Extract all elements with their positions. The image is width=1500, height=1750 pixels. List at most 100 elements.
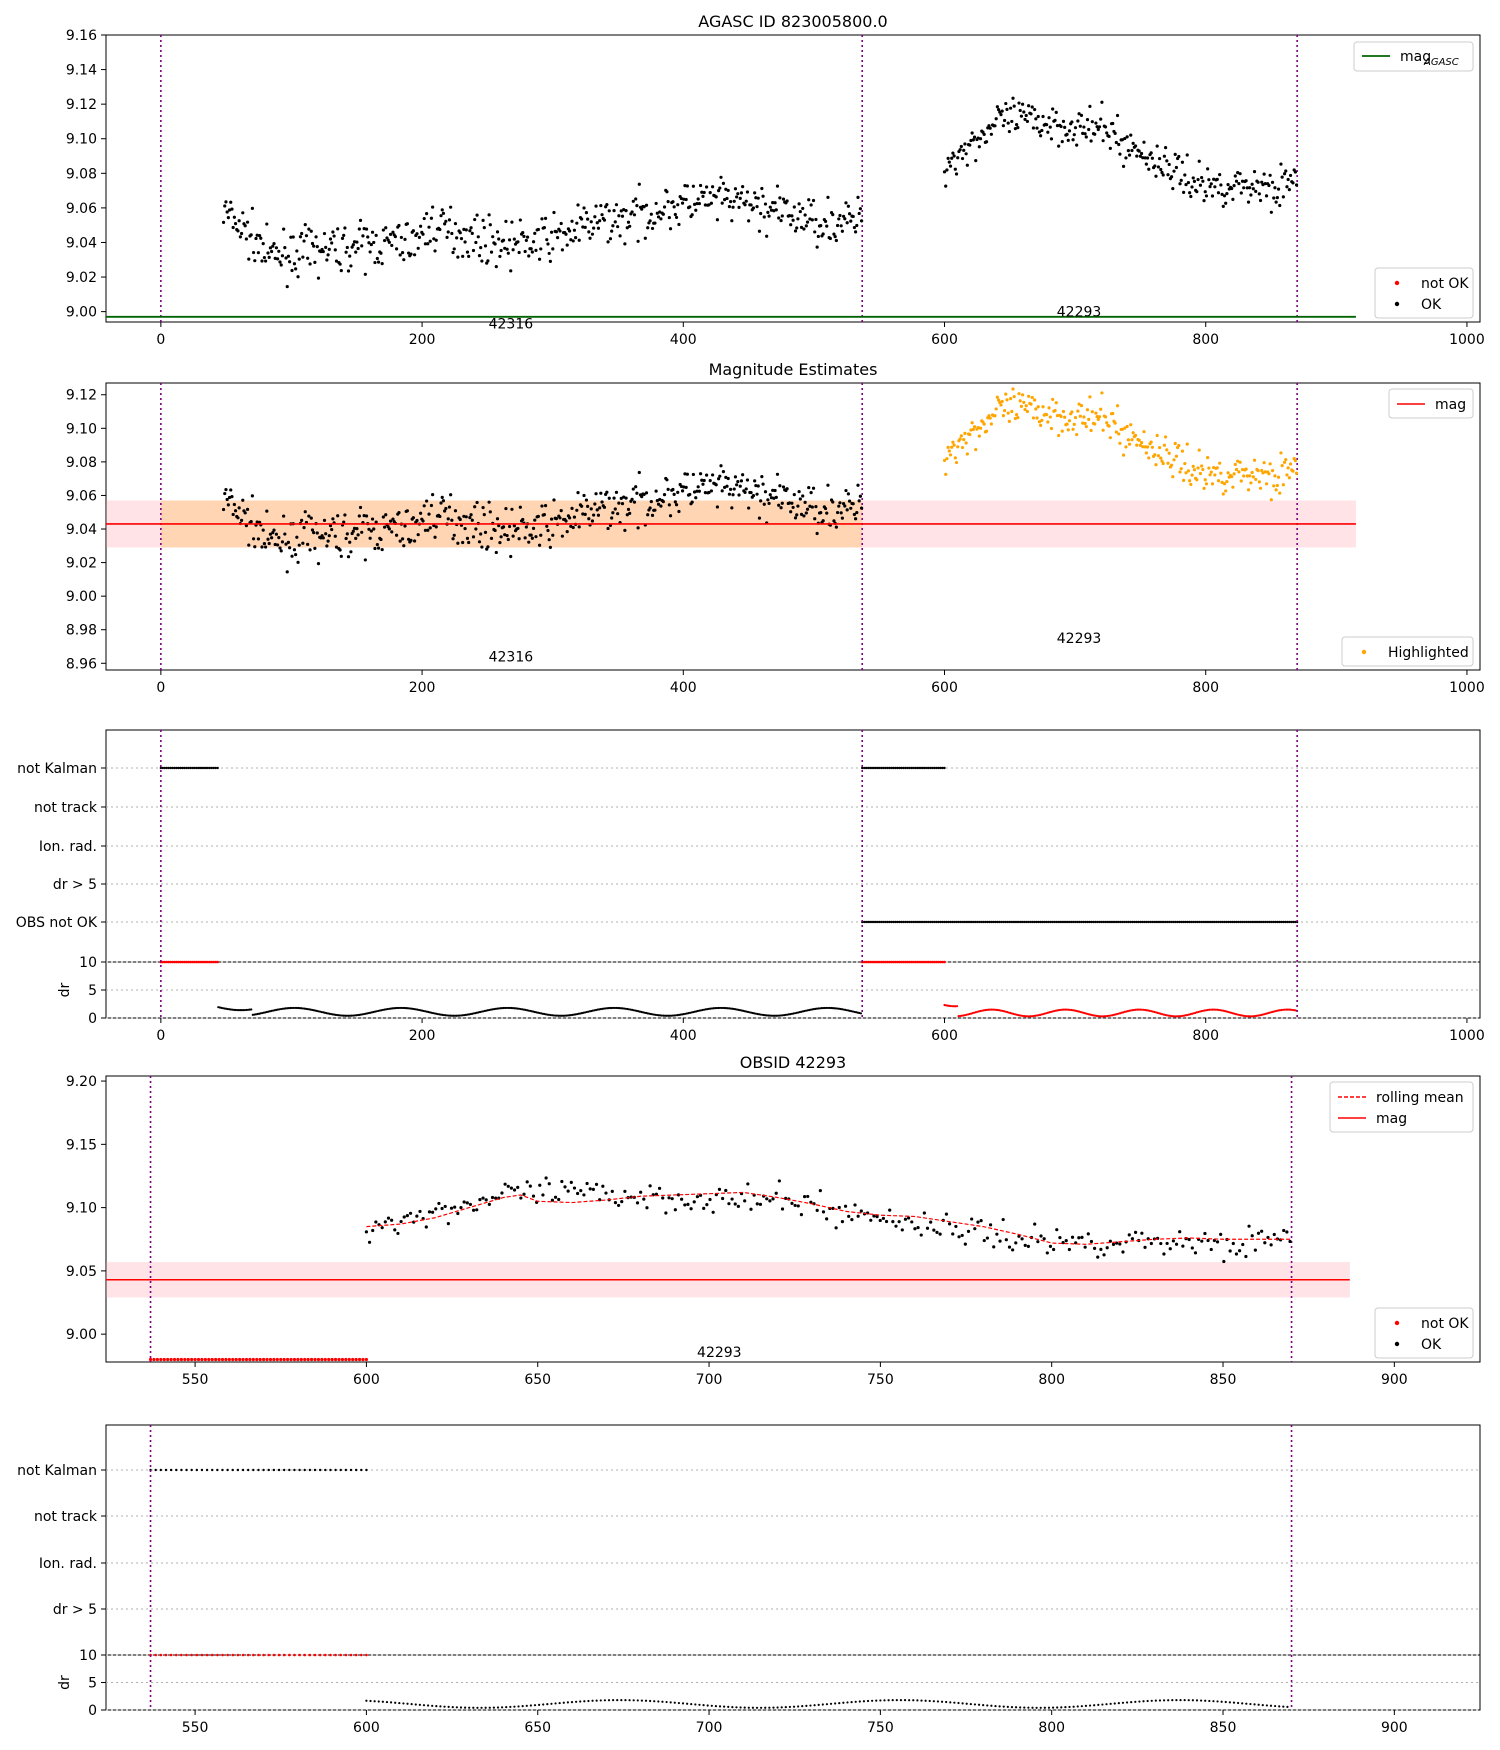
dr-point (727, 1705, 730, 1708)
data-point (1200, 175, 1204, 180)
dr-point-not-ok (955, 1005, 959, 1008)
data-point (855, 510, 859, 515)
data-point (1272, 484, 1276, 488)
data-point (294, 267, 298, 271)
dr-point (347, 1014, 350, 1017)
data-point (569, 1180, 573, 1184)
flag-point (1284, 920, 1287, 924)
data-point (286, 254, 291, 258)
data-point (1114, 140, 1118, 145)
data-point (787, 501, 792, 505)
flag-point (1162, 920, 1166, 924)
flag-point (262, 1468, 265, 1472)
dr-clipped-point (919, 960, 923, 964)
data-point (295, 535, 299, 539)
data-point (723, 197, 727, 202)
dr-point (595, 1699, 598, 1702)
dr-point (538, 1703, 541, 1706)
not-ok-point (265, 1357, 269, 1362)
data-point (775, 472, 780, 476)
data-point (1260, 1229, 1264, 1233)
dr-point (813, 1704, 816, 1707)
dr-point (287, 1007, 290, 1010)
dr-point-not-ok (1136, 1008, 1139, 1011)
flag-point (915, 920, 919, 924)
flag-point (1213, 920, 1217, 924)
data-point (1117, 142, 1121, 147)
dr-clipped-point (200, 960, 204, 964)
dr-point (1060, 1706, 1063, 1709)
data-point (947, 1222, 952, 1226)
data-point (1016, 126, 1020, 130)
data-point (1055, 413, 1060, 418)
data-point (455, 236, 459, 240)
data-point (1012, 395, 1016, 399)
dr-point (289, 1006, 292, 1010)
dr-point-not-ok (1283, 1008, 1286, 1011)
flag-point (1154, 920, 1158, 924)
flag-point (257, 1468, 260, 1472)
data-point (1051, 107, 1055, 111)
data-point (547, 538, 551, 542)
data-point (667, 1196, 671, 1200)
x-tick-label: 750 (867, 1372, 894, 1388)
dr-point (557, 1014, 560, 1017)
dr-point (663, 1014, 667, 1017)
data-point (789, 223, 793, 227)
data-point (406, 251, 411, 255)
dr-point (828, 1006, 831, 1010)
dr-point (770, 1014, 773, 1017)
flag-point (1245, 920, 1248, 924)
data-point (231, 512, 235, 517)
dr-point (809, 1704, 812, 1707)
data-point (945, 168, 949, 172)
flag-category-label: Ion. rad. (39, 1556, 97, 1572)
data-point (426, 242, 430, 246)
data-point (979, 1218, 983, 1223)
data-point (1085, 118, 1090, 122)
data-point (847, 212, 852, 216)
dr-clipped-point (190, 1653, 193, 1657)
data-point (593, 215, 597, 219)
data-point (1066, 428, 1070, 432)
flag-point (1103, 920, 1107, 924)
dr-clipped-point (185, 960, 188, 964)
data-point (1004, 392, 1008, 396)
data-point (471, 1208, 476, 1212)
data-point (1222, 194, 1227, 198)
flag-point (908, 766, 911, 770)
flag-point (1209, 920, 1213, 924)
data-point (777, 216, 781, 220)
dr-point (702, 1704, 705, 1707)
flag-point (1123, 920, 1126, 924)
data-point (1055, 124, 1060, 128)
data-point (730, 1197, 734, 1201)
y-tick-label: 9.04 (66, 522, 97, 538)
dr-point (973, 1703, 977, 1706)
data-point (738, 484, 742, 488)
dr-point (292, 1006, 295, 1010)
data-point (709, 201, 713, 205)
dr-point (1068, 1705, 1071, 1709)
dr-clipped-point (175, 960, 178, 964)
dr-clipped-point (185, 1653, 188, 1657)
data-point (754, 196, 758, 200)
axes-frame (105, 1075, 1481, 1363)
data-point (1087, 127, 1091, 132)
dr-point (694, 1703, 697, 1706)
y-tick-label: 9.10 (66, 132, 97, 148)
data-point (600, 213, 604, 217)
flag-point (246, 1468, 250, 1472)
data-point (717, 189, 721, 193)
data-point (704, 185, 709, 189)
flag-point (1033, 920, 1036, 924)
data-point (1082, 125, 1086, 129)
data-point (533, 518, 537, 522)
flag-point (1005, 920, 1009, 924)
not-ok-point (258, 1357, 262, 1362)
flag-point (165, 766, 168, 770)
flag-point (159, 766, 163, 770)
data-point (992, 1245, 996, 1249)
data-point (653, 221, 657, 225)
flag-point (1070, 920, 1074, 924)
